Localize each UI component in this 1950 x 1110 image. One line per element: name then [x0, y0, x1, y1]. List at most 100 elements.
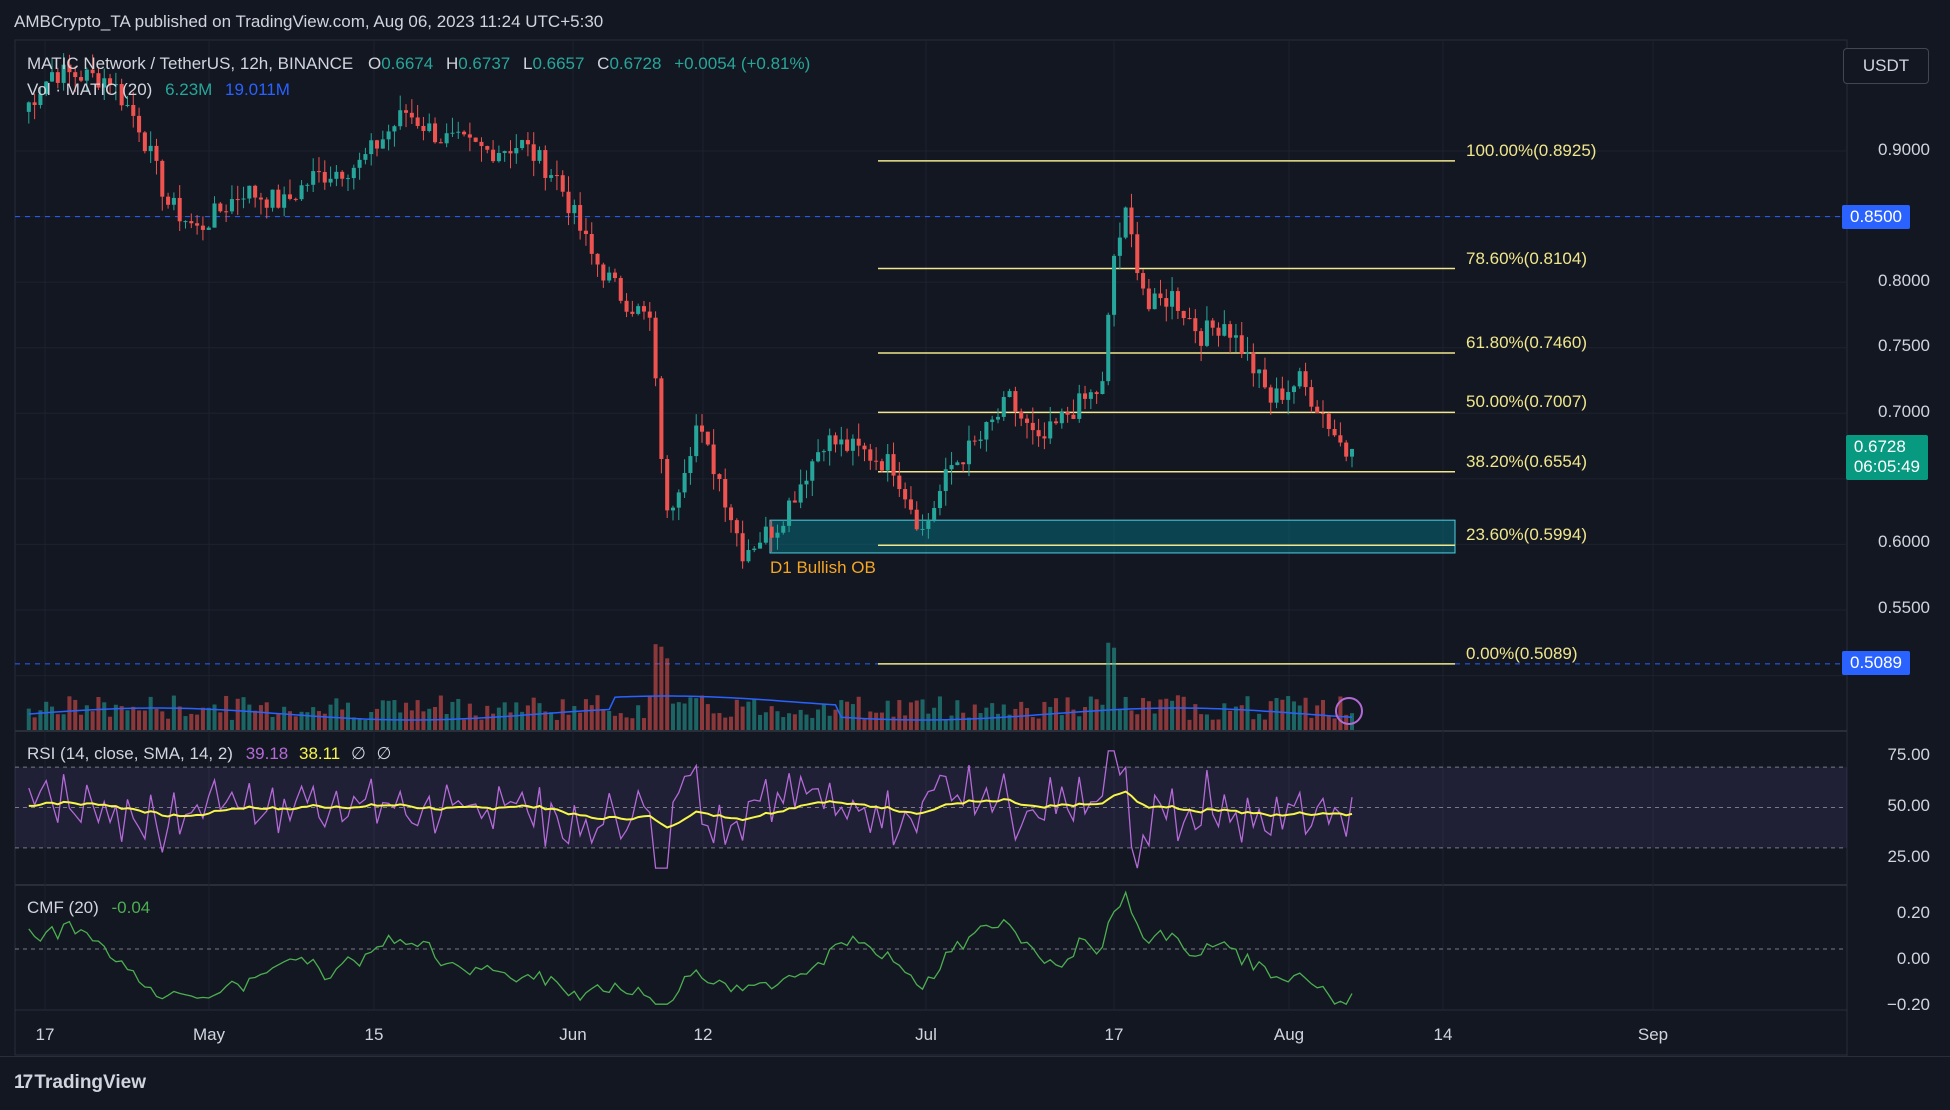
candle-body — [1187, 318, 1192, 320]
volume-bar — [345, 702, 351, 730]
time-tick: 12 — [693, 1025, 713, 1044]
candle-body — [84, 69, 89, 81]
candle-body — [491, 149, 496, 162]
volume-legend[interactable]: Vol · MATIC (20) 6.23M 19.011M — [27, 80, 290, 100]
volume-bar — [1129, 710, 1134, 730]
candle-body — [874, 460, 879, 462]
rsi-tick: 75.00 — [1887, 745, 1930, 764]
symbol-name: MATIC Network / TetherUS, 12h, BINANCE — [27, 54, 354, 73]
volume-value: 6.23M — [165, 80, 213, 99]
candle-body — [781, 525, 786, 533]
candle-body — [1129, 207, 1134, 235]
volume-bar — [154, 708, 159, 730]
volume-bar — [961, 712, 966, 730]
rsi-tick: 25.00 — [1887, 847, 1930, 866]
volume-bar — [624, 717, 629, 730]
volume-bar — [630, 718, 635, 730]
volume-bar — [554, 719, 559, 730]
candle-body — [496, 152, 501, 162]
volume-bar — [177, 706, 182, 730]
volume-bar — [792, 714, 797, 730]
volume-bar — [607, 710, 612, 730]
volume-bar — [578, 712, 583, 730]
candle-body — [264, 199, 269, 208]
volume-bar — [462, 719, 467, 730]
candle-body — [1077, 393, 1082, 419]
candle-body — [670, 507, 676, 511]
candle-body — [908, 499, 913, 510]
volume-bar — [1297, 705, 1302, 730]
candle-body — [1071, 414, 1076, 419]
candle-body — [578, 204, 583, 231]
fib-label: 61.80%(0.7460) — [1466, 332, 1587, 352]
volume-bar — [340, 709, 345, 730]
volume-bar — [1024, 708, 1030, 730]
volume-bar — [1274, 697, 1279, 730]
volume-bar — [438, 695, 443, 730]
volume-bar — [694, 698, 699, 730]
volume-bar — [1152, 713, 1157, 730]
volume-ma-line — [28, 695, 1353, 721]
candle-body — [1019, 411, 1024, 419]
candle-body — [601, 264, 606, 281]
symbol-legend[interactable]: MATIC Network / TetherUS, 12h, BINANCE O… — [27, 54, 810, 74]
candle-body — [810, 461, 815, 481]
volume-ma-value: 19.011M — [225, 80, 290, 99]
ob-zone — [769, 519, 1456, 554]
volume-bar — [299, 711, 304, 730]
volume-bar — [752, 699, 757, 730]
candle-body — [839, 439, 844, 445]
last-price: 0.6728 — [1853, 437, 1906, 456]
rsi-legend[interactable]: RSI (14, close, SMA, 14, 2) 39.18 38.11 … — [27, 744, 391, 764]
volume-bar — [1048, 706, 1053, 730]
candle-body — [160, 160, 165, 197]
candle-body — [351, 167, 356, 179]
volume-bar — [351, 717, 356, 730]
candle-body — [1268, 387, 1273, 403]
candle-body — [543, 150, 548, 178]
candle-body — [90, 69, 95, 74]
volume-bar — [885, 700, 890, 730]
price-tick: 0.6000 — [1878, 532, 1930, 551]
candle-body — [879, 461, 884, 471]
volume-bar — [473, 715, 478, 730]
candle-body — [177, 197, 182, 222]
candle-body — [1141, 273, 1146, 289]
volume-bar — [543, 711, 548, 730]
cmf-legend[interactable]: CMF (20) -0.04 — [27, 898, 150, 918]
candle-body — [897, 475, 902, 490]
ob-zone-label: D1 Bullish OB — [770, 557, 876, 577]
cmf-value: -0.04 — [111, 898, 151, 917]
volume-bar — [142, 710, 147, 730]
candle-body — [421, 125, 426, 131]
candle-body — [804, 480, 809, 485]
candle-body — [1251, 352, 1256, 374]
volume-bar — [868, 711, 873, 730]
volume-bar — [1158, 699, 1163, 730]
candle-body — [183, 221, 188, 223]
tradingview-logo[interactable]: 17 TradingView — [14, 1072, 146, 1094]
footer: 17 TradingView — [0, 1056, 1950, 1110]
chart-svg — [14, 39, 1848, 1056]
candle-body — [711, 444, 716, 475]
volume-bar — [235, 698, 240, 730]
price-marker-low: 0.5089 — [1842, 651, 1910, 675]
candle-body — [433, 123, 438, 143]
volume-bar — [839, 700, 844, 730]
candle-body — [1030, 422, 1035, 431]
volume-bar — [38, 710, 43, 730]
rsi-tick: 50.00 — [1887, 796, 1930, 815]
currency-button[interactable]: USDT — [1843, 48, 1929, 84]
candle-body — [293, 198, 298, 200]
cmf-label: CMF (20) — [27, 898, 99, 917]
candle-body — [537, 150, 542, 161]
candle-body — [49, 72, 55, 82]
lightning-icon — [1335, 697, 1363, 725]
volume-bar — [1315, 705, 1320, 730]
candle-body — [38, 94, 43, 105]
candle-body — [363, 154, 368, 160]
time-tick: Aug — [1273, 1025, 1305, 1044]
volume-bar — [746, 701, 751, 730]
volume-bar — [55, 714, 60, 730]
volume-bar — [386, 700, 391, 730]
